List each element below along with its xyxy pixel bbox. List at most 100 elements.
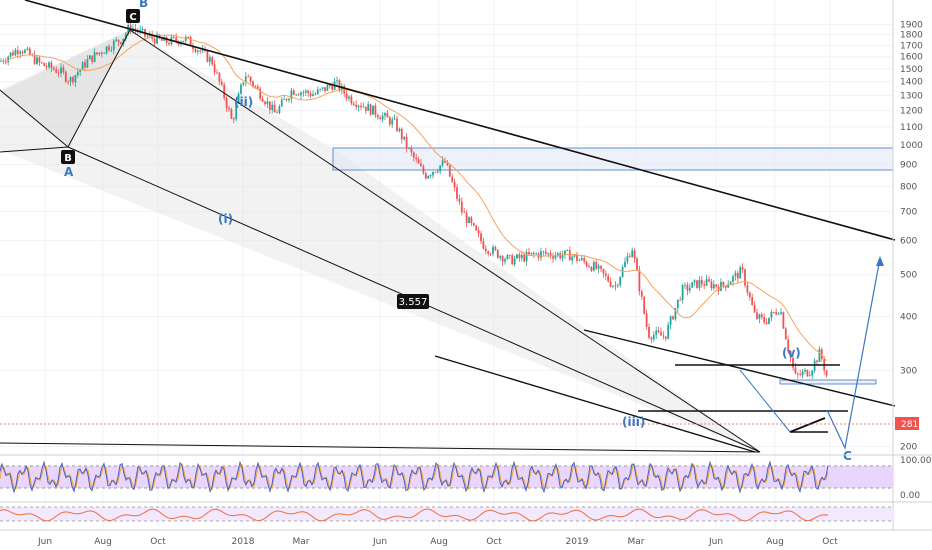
candle-body — [206, 50, 209, 62]
wave-label-v: (v) — [782, 346, 801, 360]
candle-body — [278, 106, 281, 113]
wedge-top — [789, 417, 826, 433]
candle-body — [415, 157, 418, 160]
candle-body — [532, 252, 535, 255]
candle-body — [631, 250, 634, 258]
y-tick-label: 400 — [900, 313, 917, 323]
candle-body — [734, 272, 737, 277]
candle-body — [105, 46, 108, 54]
candle-body — [420, 163, 422, 167]
candle-body — [720, 281, 722, 291]
candle-body — [676, 299, 679, 309]
candle-body — [184, 36, 187, 41]
candle-body — [758, 314, 761, 319]
candle-body — [398, 128, 401, 131]
candle-body — [561, 255, 564, 259]
candle-body — [256, 86, 259, 89]
candle-body — [7, 56, 10, 62]
candle-body — [141, 29, 144, 30]
candle-body — [271, 104, 274, 111]
candle-body — [21, 51, 24, 53]
candle-body — [88, 55, 91, 60]
candle-body — [691, 282, 694, 288]
candle-body — [626, 256, 629, 262]
candle-body — [638, 270, 641, 292]
candle-body — [568, 250, 571, 261]
y-tick-label: 600 — [900, 237, 917, 247]
candle-body — [556, 253, 559, 256]
candle-body — [338, 80, 341, 91]
candle-body — [808, 375, 811, 377]
candle-body — [33, 54, 36, 64]
candle-body — [681, 285, 684, 301]
candle-body — [724, 285, 727, 288]
y-tick-label: 1100 — [900, 123, 923, 133]
candle-body — [516, 254, 518, 259]
candle-body — [4, 61, 7, 63]
candle-body — [424, 173, 427, 179]
candle-body — [405, 136, 408, 148]
bottom-line — [0, 442, 761, 453]
candle-body — [110, 49, 113, 51]
candle-body — [76, 72, 79, 75]
base-line-left — [0, 146, 69, 153]
wave-path-v — [739, 369, 791, 433]
candle-body — [710, 281, 713, 289]
candle-body — [391, 119, 394, 125]
candle-body — [160, 38, 163, 41]
candle-body — [453, 181, 456, 188]
candle-body — [187, 36, 190, 38]
price-axis[interactable]: 200 300 400 500 600 700 800 900 1000 1100 1200 1300… — [900, 21, 923, 453]
candle-body — [124, 33, 127, 39]
candle-body — [475, 225, 478, 231]
candle-body — [777, 313, 780, 315]
y-tick-label: 1300 — [900, 92, 923, 102]
candle-body — [624, 261, 626, 268]
candle-body — [48, 62, 50, 68]
candle-body — [396, 118, 398, 131]
candle-body — [444, 160, 446, 163]
candle-body — [355, 104, 358, 108]
candle-body — [736, 272, 739, 279]
candle-body — [780, 312, 782, 314]
candle-body — [595, 262, 598, 269]
candle-body — [458, 198, 461, 202]
x-tick-label: 2018 — [232, 537, 255, 547]
wave-label-end-C: C — [843, 449, 852, 463]
candle-body — [643, 296, 646, 314]
candle-body — [504, 259, 506, 262]
candle-body — [19, 51, 22, 54]
candle-body — [273, 104, 276, 113]
candle-body — [139, 29, 142, 33]
candle-body — [722, 281, 725, 286]
candle-body — [302, 92, 305, 94]
candle-body — [208, 57, 211, 62]
candle-body — [400, 128, 403, 140]
candle-body — [165, 37, 168, 43]
candle-body — [91, 55, 94, 62]
candle-body — [684, 284, 686, 286]
wave-label-C-box — [126, 9, 140, 23]
channel-fill — [0, 30, 760, 452]
candle-body — [585, 261, 588, 267]
wave-line-a — [0, 89, 69, 148]
candle-body — [223, 84, 226, 98]
candle-body — [511, 255, 514, 265]
candle-body — [672, 316, 674, 320]
candle-body — [103, 53, 106, 54]
major-trendline-upper — [24, 0, 896, 241]
candle-body — [79, 69, 82, 73]
candle-body — [748, 292, 751, 297]
candle-body — [554, 255, 557, 259]
candle-body — [254, 86, 257, 87]
candle-body — [276, 112, 278, 114]
candle-body — [794, 367, 797, 374]
y-tick-label: 500 — [900, 271, 917, 281]
candle-body — [614, 285, 617, 287]
time-axis[interactable]: Jun Aug Oct 2018 Mar Jun Aug Oct 2019 Mar Jun Aug Oc… — [37, 537, 838, 547]
candle-body — [580, 258, 583, 260]
candle-body — [468, 217, 470, 224]
candle-body — [192, 46, 194, 49]
candle-body — [494, 247, 497, 250]
